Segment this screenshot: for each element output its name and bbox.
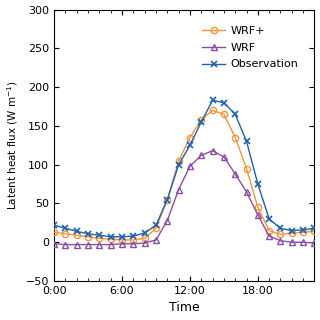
WRF+ — [290, 231, 294, 235]
WRF+ — [154, 226, 158, 230]
WRF+ — [256, 205, 260, 209]
WRF — [52, 242, 56, 246]
WRF+ — [211, 108, 214, 112]
Observation — [120, 235, 124, 239]
X-axis label: Time: Time — [169, 301, 200, 315]
Observation — [165, 198, 169, 202]
WRF — [211, 149, 214, 153]
Observation — [64, 226, 68, 230]
Observation — [244, 140, 248, 143]
WRF+ — [86, 235, 90, 239]
WRF+ — [98, 236, 101, 240]
WRF+ — [188, 136, 192, 140]
WRF — [86, 243, 90, 246]
WRF — [290, 240, 294, 244]
WRF — [313, 241, 316, 245]
WRF+ — [64, 232, 68, 236]
WRF — [244, 190, 248, 194]
Observation — [98, 233, 101, 237]
WRF+ — [109, 237, 113, 241]
WRF — [154, 238, 158, 242]
Observation — [199, 120, 203, 124]
WRF — [256, 213, 260, 217]
Observation — [233, 112, 237, 116]
WRF+ — [143, 236, 147, 240]
Observation — [211, 98, 214, 102]
Observation — [132, 234, 135, 238]
Y-axis label: Latent heat flux (W m$^{-1}$): Latent heat flux (W m$^{-1}$) — [5, 80, 20, 210]
Line: WRF: WRF — [51, 148, 317, 248]
WRF — [143, 241, 147, 245]
WRF — [188, 164, 192, 168]
WRF+ — [75, 233, 79, 237]
Observation — [267, 217, 271, 221]
Observation — [279, 226, 283, 230]
WRF — [75, 243, 79, 246]
WRF+ — [313, 229, 316, 233]
Observation — [177, 163, 180, 167]
WRF+ — [165, 198, 169, 202]
WRF+ — [199, 118, 203, 122]
WRF+ — [120, 238, 124, 242]
Observation — [222, 101, 226, 105]
WRF — [98, 243, 101, 246]
Observation — [52, 223, 56, 227]
WRF+ — [301, 230, 305, 234]
Line: WRF+: WRF+ — [51, 107, 317, 243]
WRF — [165, 219, 169, 222]
WRF — [109, 243, 113, 246]
WRF — [132, 242, 135, 246]
WRF+ — [244, 167, 248, 171]
WRF+ — [177, 159, 180, 163]
Line: Observation: Observation — [51, 97, 317, 240]
WRF+ — [267, 229, 271, 233]
WRF+ — [52, 230, 56, 234]
Observation — [75, 229, 79, 233]
Observation — [143, 231, 147, 235]
WRF — [301, 240, 305, 244]
Observation — [290, 229, 294, 233]
Observation — [301, 228, 305, 232]
WRF+ — [132, 238, 135, 242]
WRF — [267, 234, 271, 238]
WRF — [177, 188, 180, 191]
WRF — [279, 239, 283, 243]
WRF+ — [222, 112, 226, 116]
Observation — [313, 226, 316, 230]
Legend: WRF+, WRF, Observation: WRF+, WRF, Observation — [197, 20, 304, 75]
WRF — [222, 155, 226, 159]
WRF — [199, 154, 203, 157]
WRF — [64, 243, 68, 246]
Observation — [154, 223, 158, 227]
Observation — [256, 182, 260, 186]
Observation — [86, 232, 90, 236]
WRF — [120, 242, 124, 246]
WRF+ — [279, 233, 283, 236]
WRF — [233, 172, 237, 176]
WRF+ — [233, 136, 237, 140]
Observation — [188, 143, 192, 147]
Observation — [109, 235, 113, 239]
